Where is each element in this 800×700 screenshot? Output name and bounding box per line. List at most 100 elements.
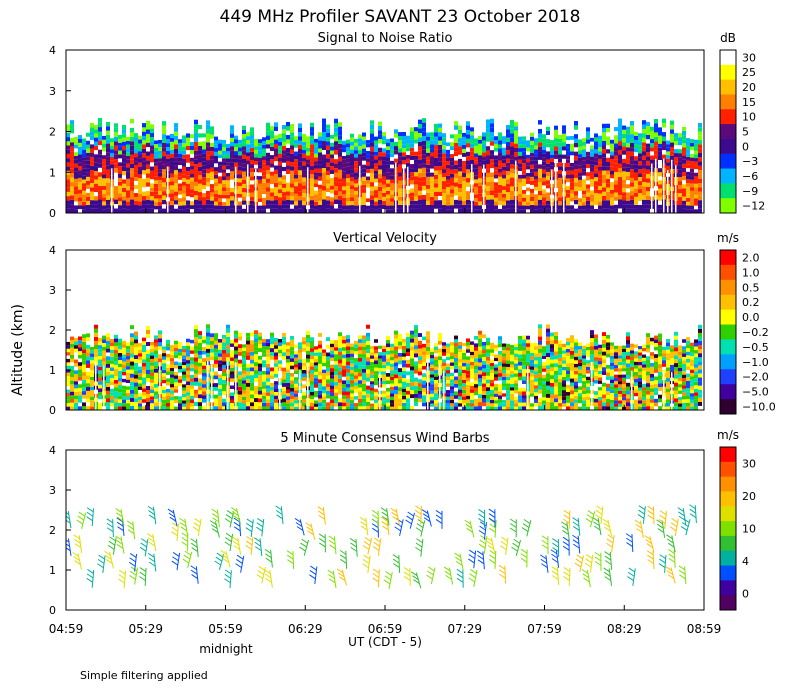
heatmap-cell xyxy=(118,138,122,143)
heatmap-cell xyxy=(442,201,446,206)
heatmap-cell xyxy=(458,396,462,400)
heatmap-cell xyxy=(398,176,402,181)
heatmap-cell xyxy=(166,364,170,368)
heatmap-cell xyxy=(154,372,158,377)
heatmap-cell xyxy=(290,350,294,355)
heatmap-cell xyxy=(474,209,478,213)
heatmap-cell xyxy=(522,209,526,213)
heatmap-cell xyxy=(510,124,514,129)
heatmap-cell xyxy=(658,184,662,189)
heatmap-cell xyxy=(450,134,454,139)
heatmap-cell xyxy=(530,148,534,153)
heatmap-cell xyxy=(390,347,394,351)
heatmap-cell xyxy=(194,337,198,342)
heatmap-cell xyxy=(206,133,210,139)
heatmap-cell xyxy=(70,402,74,407)
heatmap-cell xyxy=(406,158,410,163)
heatmap-cell xyxy=(98,176,102,182)
heatmap-cell xyxy=(426,350,430,355)
heatmap-cell xyxy=(74,373,78,378)
heatmap-cell xyxy=(366,205,370,210)
heatmap-cell xyxy=(166,357,170,361)
heatmap-cell xyxy=(178,375,182,380)
heatmap-cell xyxy=(230,360,234,365)
heatmap-cell xyxy=(554,150,558,155)
heatmap-cell xyxy=(214,371,218,376)
heatmap-cell xyxy=(378,195,382,200)
heatmap-cell xyxy=(318,164,322,169)
heatmap-cell xyxy=(462,140,466,145)
heatmap-cell xyxy=(414,324,418,330)
heatmap-cell xyxy=(170,149,174,154)
heatmap-cell xyxy=(322,195,326,200)
heatmap-cell xyxy=(454,121,458,126)
heatmap-cell xyxy=(590,205,594,210)
heatmap-cell xyxy=(278,346,282,350)
heatmap-cell xyxy=(418,137,422,142)
heatmap-cell xyxy=(186,395,190,400)
heatmap-cell xyxy=(574,182,578,187)
heatmap-cell xyxy=(222,372,226,377)
heatmap-cell xyxy=(118,377,122,382)
heatmap-cell xyxy=(106,126,110,131)
y-tick-label: 1 xyxy=(49,166,56,179)
heatmap-cell xyxy=(398,180,402,185)
heatmap-cell xyxy=(562,154,566,159)
heatmap-cell xyxy=(406,344,410,349)
heatmap-cell xyxy=(494,170,498,175)
heatmap-cell xyxy=(346,387,350,392)
heatmap-cell xyxy=(182,139,186,144)
heatmap-cell xyxy=(522,190,526,194)
y-tick-label: 2 xyxy=(49,126,56,139)
heatmap-cell xyxy=(438,183,442,188)
heatmap-cell xyxy=(258,390,262,395)
heatmap-cell xyxy=(314,190,318,195)
heatmap-cell xyxy=(454,173,458,178)
heatmap-cell xyxy=(74,345,78,349)
heatmap-cell xyxy=(422,154,426,159)
colorbar-swatch xyxy=(720,153,736,170)
heatmap-cell xyxy=(350,373,354,377)
heatmap-cell xyxy=(250,386,254,391)
heatmap-cell xyxy=(250,184,254,189)
heatmap-cell xyxy=(122,344,126,348)
heatmap-cell xyxy=(398,188,402,193)
heatmap-cell xyxy=(294,136,298,141)
heatmap-cell xyxy=(350,189,354,194)
heatmap-cell xyxy=(258,190,262,195)
heatmap-cell xyxy=(486,137,490,142)
heatmap-cell xyxy=(238,147,242,152)
heatmap-cell xyxy=(414,337,418,342)
heatmap-cell xyxy=(226,173,230,177)
heatmap-cell xyxy=(118,193,122,198)
heatmap-cell xyxy=(106,371,110,376)
heatmap-cell xyxy=(126,167,130,172)
heatmap-cell xyxy=(458,158,462,164)
heatmap-cell xyxy=(438,123,442,128)
heatmap-cell xyxy=(134,398,138,403)
heatmap-cell xyxy=(450,403,454,407)
heatmap-cell xyxy=(394,370,398,375)
gap-line xyxy=(483,164,485,213)
heatmap-cell xyxy=(170,157,174,162)
heatmap-cell xyxy=(614,176,618,181)
heatmap-cell xyxy=(462,359,466,364)
heatmap-cell xyxy=(190,185,194,190)
heatmap-cell xyxy=(262,171,266,176)
heatmap-cell xyxy=(290,132,294,137)
heatmap-cell xyxy=(322,352,326,357)
heatmap-cell xyxy=(502,209,506,213)
heatmap-cell xyxy=(422,336,426,341)
heatmap-cell xyxy=(238,186,242,190)
heatmap-cell xyxy=(110,374,114,379)
heatmap-cell xyxy=(530,192,534,197)
colorbar-label: −3 xyxy=(742,155,758,168)
heatmap-cell xyxy=(686,156,690,161)
heatmap-cell xyxy=(694,143,698,148)
heatmap-cell xyxy=(378,352,382,356)
heatmap-cell xyxy=(598,209,602,213)
heatmap-cell xyxy=(274,363,278,367)
heatmap-cell xyxy=(646,204,650,209)
heatmap-cell xyxy=(158,154,162,159)
heatmap-cell xyxy=(150,145,154,150)
